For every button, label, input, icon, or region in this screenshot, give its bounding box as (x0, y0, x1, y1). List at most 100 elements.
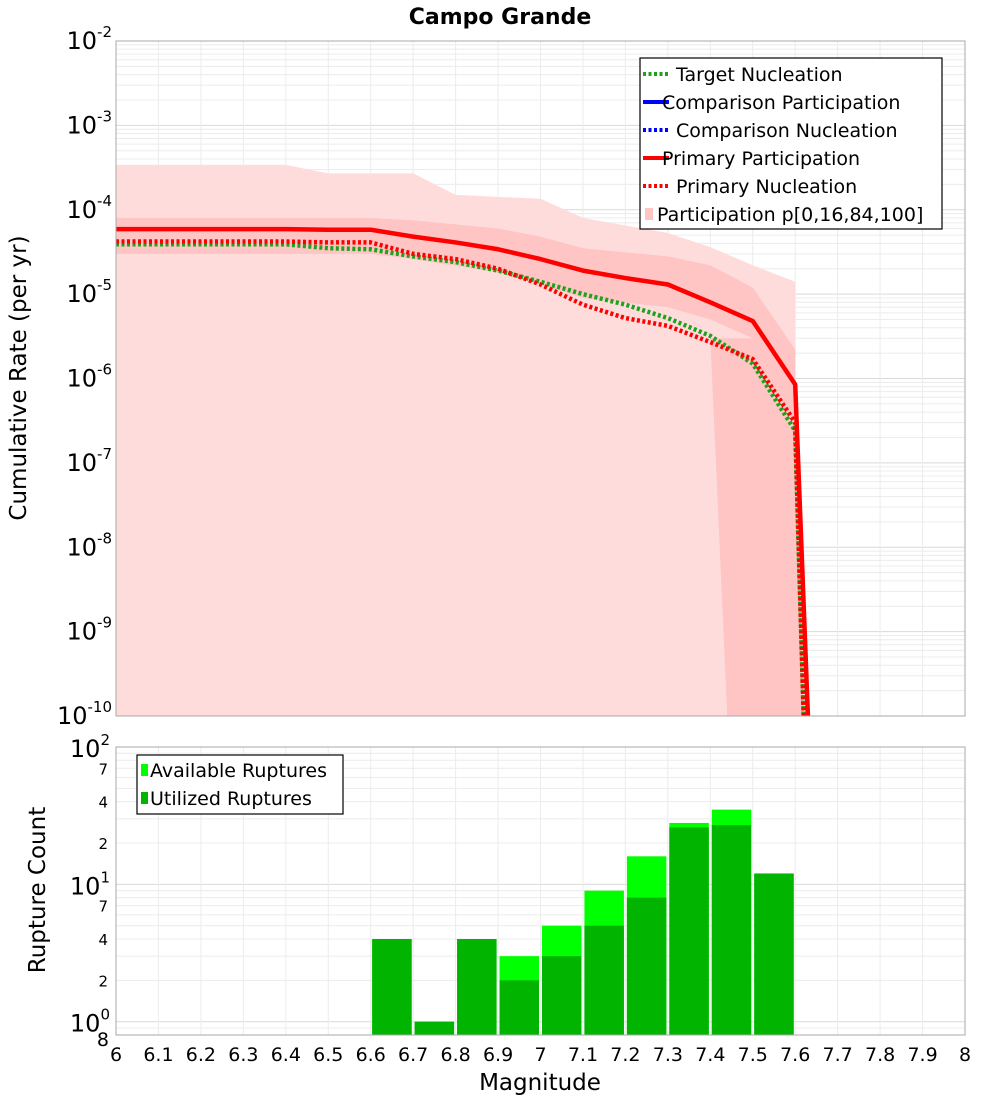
x-axis-label: Magnitude (479, 1070, 601, 1096)
y-tick-label: 10-6 (66, 361, 112, 393)
y-minor-tick-label: 7 (98, 898, 108, 916)
x-tick-label: 6.6 (356, 1044, 386, 1066)
rate-plot: 10-210-310-410-510-610-710-810-910-10Tar… (57, 23, 966, 730)
plot-data (116, 164, 811, 716)
legend-swatch (645, 208, 653, 220)
plot-frame (115, 40, 966, 717)
y-minor-tick-label: 2 (98, 835, 108, 853)
bar-utilized (626, 897, 667, 1035)
y-minor-tick-label: 4 (98, 931, 108, 949)
x-tick-label: 7.9 (907, 1044, 937, 1066)
y-minor-tick-label: 4 (98, 794, 108, 812)
y-tick-label: 10-9 (66, 614, 112, 646)
chart-title: Campo Grande (409, 5, 592, 30)
bar-utilized (372, 939, 412, 1035)
y-tick-exponent: -6 (97, 361, 112, 379)
y-tick-label: 101 (70, 868, 110, 900)
y-tick-base: 10 (66, 533, 97, 561)
legend-label: Comparison Nucleation (676, 120, 898, 142)
y-tick-base: 10 (66, 111, 97, 139)
x-tick-label: 7.6 (780, 1044, 810, 1066)
legend-label: Available Ruptures (150, 760, 327, 782)
x-tick-label: 6.5 (313, 1044, 343, 1066)
y-tick-exponent: -2 (97, 23, 112, 41)
y-tick-exponent: -5 (97, 276, 112, 294)
legend-label: Participation p[0,16,84,100] (657, 204, 923, 226)
x-tick-label: 7.8 (865, 1044, 895, 1066)
bar-utilized (541, 956, 582, 1035)
y-tick-exponent: -8 (97, 529, 112, 547)
legend-box (136, 754, 344, 815)
y-tick-exponent: 0 (100, 1006, 110, 1024)
legend-swatch (141, 792, 148, 804)
x-tick-label: 6.9 (483, 1044, 513, 1066)
plot-frame (115, 746, 966, 1036)
y-tick-base: 10 (66, 365, 97, 393)
y-minor-tick-label: 2 (98, 972, 108, 990)
y-tick-exponent: -3 (97, 107, 112, 125)
x-tick-label: 6.1 (143, 1044, 173, 1066)
y-tick-label: 102 (70, 731, 110, 763)
legend-label: Primary Participation (662, 148, 860, 170)
bar-utilized (584, 925, 624, 1035)
y-minor-tick-label: 7 (98, 760, 108, 778)
y-tick-label: 10-7 (66, 445, 112, 477)
x-tick-label: 8 (959, 1044, 971, 1066)
participation-band-inner (116, 217, 796, 404)
y-tick-label: 10-3 (66, 107, 112, 139)
series-line-primary-nucleation (116, 239, 806, 716)
x-tick-label: 7.1 (568, 1044, 598, 1066)
y-tick-exponent: -4 (97, 192, 112, 210)
x-tick-label: 7 (534, 1044, 546, 1066)
y-minor-tick-label: 8 (97, 1029, 109, 1051)
y-tick-label: 10-8 (66, 529, 112, 561)
x-tick-label: 7.3 (653, 1044, 683, 1066)
x-tick-label: 7.2 (610, 1044, 640, 1066)
x-tick-label: 6.2 (186, 1044, 216, 1066)
y-tick-base: 10 (70, 735, 101, 763)
y-tick-base: 10 (66, 618, 97, 646)
y-tick-base: 10 (66, 196, 97, 224)
y-tick-exponent: 2 (100, 731, 110, 749)
y-tick-exponent: -10 (88, 698, 113, 716)
bar-utilized (457, 939, 497, 1035)
y-tick-exponent: -9 (97, 614, 112, 632)
y-tick-label: 100 (70, 1006, 110, 1038)
y-tick-base: 10 (70, 1010, 101, 1038)
bar-utilized (754, 873, 794, 1035)
y-tick-base: 10 (66, 449, 97, 477)
y-tick-label: 10-4 (66, 192, 112, 224)
x-tick-label: 6 (110, 1044, 122, 1066)
bar-utilized (711, 825, 752, 1035)
y-tick-base: 10 (70, 872, 101, 900)
y-tick-label: 10-5 (66, 276, 112, 308)
legend-box (639, 57, 943, 230)
y-tick-base: 10 (66, 280, 97, 308)
legend-label: Comparison Participation (662, 92, 900, 114)
participation-band-outer (116, 164, 796, 716)
y-tick-label: 10-10 (57, 698, 112, 730)
legend-label: Target Nucleation (675, 64, 843, 86)
x-tick-label: 7.7 (823, 1044, 853, 1066)
y-tick-exponent: -7 (97, 445, 112, 463)
x-tick-label: 6.4 (271, 1044, 301, 1066)
top-y-axis-label: Cumulative Rate (per yr) (6, 235, 32, 520)
legend-swatch (141, 764, 148, 776)
bar-utilized (414, 1021, 455, 1035)
series-line-primary-participation (116, 226, 811, 716)
y-tick-exponent: 1 (100, 868, 110, 886)
bar-utilized (499, 980, 540, 1035)
x-tick-label: 7.4 (695, 1044, 725, 1066)
legend-label: Primary Nucleation (676, 176, 857, 198)
legend-label: Utilized Ruptures (150, 788, 312, 810)
bottom-y-axis-label: Rupture Count (25, 807, 51, 973)
x-tick-label: 6.8 (440, 1044, 470, 1066)
participation-band-tail (710, 338, 804, 716)
y-tick-base: 10 (66, 27, 97, 55)
y-tick-base: 10 (57, 702, 88, 730)
x-tick-label: 6.3 (228, 1044, 258, 1066)
bar-utilized (669, 827, 709, 1035)
y-tick-label: 10-2 (66, 23, 112, 55)
